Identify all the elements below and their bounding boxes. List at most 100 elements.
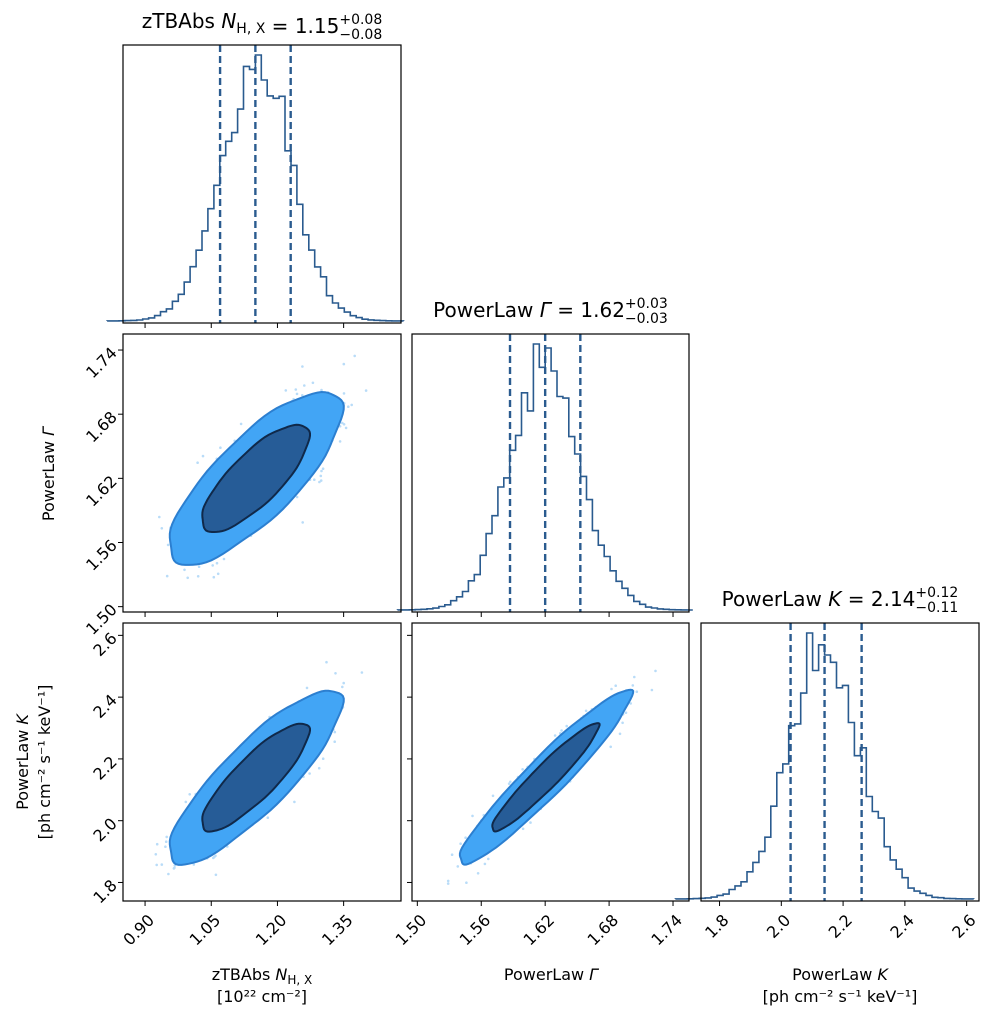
y-tick-label-gamma: 1.74	[82, 343, 121, 382]
axis-label-prefix: PowerLaw	[13, 725, 32, 810]
scatter-point	[483, 862, 487, 866]
scatter-point	[196, 575, 200, 578]
x-tick-label-gamma: 1.68	[583, 911, 622, 950]
axis-label-prefix: PowerLaw	[504, 965, 589, 984]
scatter-point	[344, 426, 348, 430]
scatter-point	[192, 863, 196, 866]
title-minus: −0.11	[915, 600, 958, 616]
panel-content	[158, 354, 368, 580]
panel-content	[446, 642, 698, 885]
scatter-point	[624, 711, 628, 714]
scatter-point	[317, 766, 321, 770]
scatter-point	[584, 709, 588, 713]
scatter-point	[609, 745, 612, 749]
scatter-point	[318, 480, 321, 484]
scatter-point	[320, 469, 323, 473]
scatter-point	[342, 392, 346, 395]
scatter-point	[305, 686, 309, 690]
y-axis-label-k: PowerLaw K [ph cm⁻² s⁻¹ keV⁻¹]	[13, 685, 54, 840]
scatter-point	[446, 879, 450, 883]
scatter-point	[507, 782, 511, 785]
y-tick-label-gamma: 1.62	[82, 472, 121, 511]
scatter-point	[487, 857, 490, 861]
scatter-point	[319, 479, 323, 482]
axis-labels: 0.90 1.05 1.20 1.35 1.50 1.56 1.62 1.68 1.74 1.8 2…	[13, 343, 980, 1006]
scatter-point	[211, 564, 214, 567]
axis-label-prefix: PowerLaw	[39, 436, 58, 521]
scatter-point	[294, 388, 298, 391]
scatter-point	[650, 688, 654, 692]
scatter-point	[464, 836, 467, 839]
scatter-point	[521, 768, 524, 771]
title-symbol: K	[828, 587, 843, 611]
scatter-point	[342, 423, 346, 426]
scatter-point	[364, 389, 368, 392]
title-minus: −0.08	[339, 27, 382, 43]
scatter-point	[197, 565, 201, 568]
scatter-point	[188, 793, 191, 796]
y-tick-label-gamma: 1.56	[82, 536, 121, 575]
scatter-point	[553, 734, 557, 737]
panel-title-gamma: PowerLaw Γ = 1.62+0.03 −0.03	[433, 296, 668, 327]
scatter-point	[166, 543, 170, 547]
title-prefix: PowerLaw	[433, 298, 540, 322]
scatter-point	[196, 461, 199, 465]
x-tick-label-gamma: 1.50	[392, 911, 431, 950]
scatter-point	[325, 660, 328, 664]
scatter-point	[695, 642, 698, 645]
panel-frame	[122, 333, 402, 613]
axis-label-unit: [ph cm⁻² s⁻¹ keV⁻¹]	[763, 987, 918, 1006]
scatter-point	[319, 474, 323, 478]
scatter-point	[167, 872, 170, 876]
x-axis-label-nh: zTBAbs NH, X [10²² cm⁻²]	[212, 965, 313, 1006]
x-tick-label-k: 2.0	[763, 911, 794, 942]
scatter-point	[509, 780, 512, 784]
x-tick-label-k: 2.4	[886, 911, 917, 942]
contour-panel-gamma-k	[407, 622, 698, 906]
scatter-point	[521, 827, 525, 831]
scatter-point	[164, 845, 167, 848]
scatter-point	[284, 389, 288, 392]
scatter-point	[465, 881, 468, 884]
title-symbol: N	[221, 9, 236, 33]
panel-title-nh: zTBAbs NH, X = 1.15+0.08 −0.08	[142, 9, 383, 43]
y-tick-label-k: 1.8	[89, 876, 120, 907]
title-symbol: Γ	[540, 298, 553, 322]
scatter-point	[186, 576, 189, 580]
scatter-point	[301, 521, 305, 524]
scatter-point	[491, 794, 495, 798]
scatter-point	[629, 702, 632, 705]
scatter-point	[183, 568, 186, 572]
scatter-point	[321, 467, 325, 471]
title-equals: =	[841, 587, 870, 611]
scatter-point	[621, 721, 624, 725]
scatter-point	[311, 381, 315, 385]
y-axis-label-gamma: PowerLaw Γ	[39, 426, 58, 521]
scatter-point	[301, 394, 304, 397]
scatter-point	[215, 561, 219, 565]
y-tick-label-gamma: 1.68	[82, 408, 121, 447]
scatter-point	[313, 478, 316, 482]
contour-panel-nh-k	[118, 622, 402, 906]
scatter-point	[338, 440, 342, 443]
contour-panel-nh-gamma	[118, 333, 402, 617]
histogram-panel-nh	[106, 44, 405, 328]
x-axis-label-gamma: PowerLaw Γ	[504, 965, 599, 984]
scatter-point	[476, 872, 480, 875]
contour-inner	[201, 423, 311, 533]
scatter-point	[295, 392, 299, 396]
scatter-point	[155, 842, 159, 846]
scatter-point	[266, 816, 270, 819]
y-tick-label-k: 2.4	[89, 690, 120, 721]
scatter-point	[471, 814, 474, 818]
title-plus: +0.03	[625, 296, 668, 312]
scatter-point	[214, 873, 218, 877]
axis-label-symbol: K	[877, 965, 889, 984]
axis-label-unit: [10²² cm⁻²]	[217, 987, 307, 1006]
x-tick-label-nh: 1.35	[318, 911, 357, 950]
scatter-point	[341, 685, 344, 689]
scatter-point	[633, 675, 636, 679]
scatter-point	[158, 515, 161, 519]
scatter-point	[222, 557, 226, 561]
